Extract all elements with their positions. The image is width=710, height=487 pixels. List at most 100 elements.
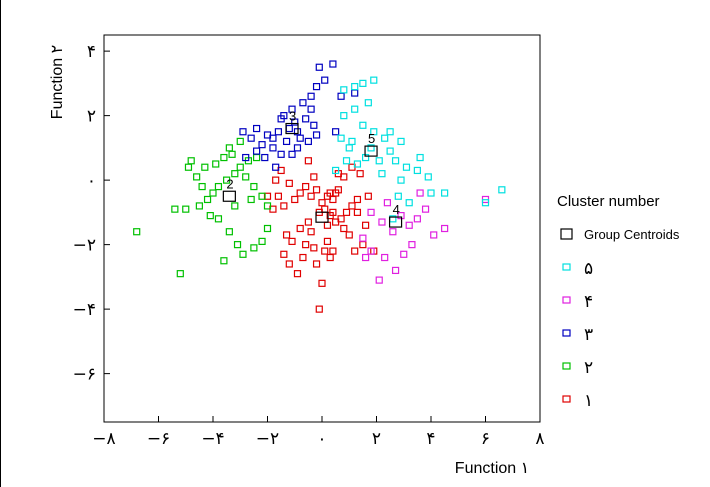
cluster-2-point (225, 228, 233, 236)
cluster-2-point (220, 257, 228, 265)
cluster-4-point (367, 247, 375, 255)
x-tick-label: −٨ (92, 429, 115, 449)
cluster-2-point (236, 163, 244, 171)
legend-marker-cluster-1 (562, 395, 571, 403)
cluster-3-point (307, 105, 315, 113)
cluster-5-point (427, 189, 435, 197)
cluster-1-point (285, 179, 293, 187)
cluster-5-point (397, 137, 405, 146)
cluster-3-point (329, 60, 337, 68)
cluster-1-point (282, 231, 291, 239)
legend-marker-cluster-5 (562, 263, 571, 271)
legend-title: Cluster number (557, 193, 660, 210)
cluster-3-point (288, 150, 296, 158)
cluster-4-point (378, 218, 386, 226)
y-tick-label: ٢ (87, 107, 96, 127)
y-tick-label: −۴ (73, 300, 96, 320)
cluster-3-point (282, 137, 291, 146)
x-tick-label: ۶ (481, 429, 490, 449)
cluster-3-point (337, 92, 345, 100)
legend-centroid-marker (560, 228, 573, 240)
cluster-2-point (250, 182, 258, 191)
cluster-3-point (307, 92, 315, 100)
cluster-4-point (362, 253, 370, 262)
cluster-3-point (239, 128, 247, 136)
cluster-5-point (413, 166, 421, 175)
cluster-5-point (397, 176, 405, 184)
cluster-2-point (263, 202, 272, 210)
cluster-3-point (315, 63, 323, 71)
cluster-4-point (381, 253, 389, 262)
cluster-4-point (405, 221, 413, 229)
cluster-3-point (242, 153, 250, 162)
legend-label-cluster-1: ١ (584, 391, 593, 411)
cluster-1-point (272, 176, 280, 184)
cluster-2-point (198, 182, 206, 191)
group-centroids: 2 3 4 5 (222, 109, 403, 228)
cluster-2-point (231, 202, 239, 210)
cluster-5-point (345, 144, 353, 152)
cluster-2-point (171, 205, 179, 213)
cluster-1-point (364, 192, 372, 200)
cluster-2-point (220, 153, 228, 162)
cluster-5-point (348, 137, 356, 146)
cluster-1-point (293, 270, 302, 278)
legend: Cluster number Group Centroids ۵ ۴ ٣ ٢ ١ (557, 193, 680, 411)
cluster-5-point (481, 199, 490, 207)
cluster-5-point (337, 134, 345, 142)
cluster-4-point (430, 231, 438, 239)
cluster-1-point (312, 260, 321, 268)
cluster-2-point (193, 173, 201, 181)
cluster-2-point (231, 170, 239, 178)
cluster-3-point (296, 134, 304, 142)
cluster-1-point (307, 228, 315, 236)
cluster-1-point (318, 279, 326, 287)
cluster-4-point (391, 266, 400, 275)
cluster-5-point (351, 105, 359, 113)
cluster-3-point (269, 144, 277, 152)
cluster-4-point (421, 205, 430, 213)
legend-label-cluster-2: ٢ (584, 358, 593, 378)
cluster-4-point (408, 241, 416, 249)
legend-entries: ۵ ۴ ٣ ٢ ١ (562, 259, 593, 411)
cluster-5-point (364, 99, 372, 107)
cluster-1-point (329, 208, 337, 216)
cluster-4-point (367, 208, 375, 216)
cluster-5-point (394, 192, 402, 200)
cluster-5-point (441, 189, 449, 197)
cluster-5-point (351, 82, 359, 91)
cluster-3-point (312, 131, 321, 139)
cluster-3-point (277, 115, 285, 123)
cluster-1-point (299, 253, 307, 262)
cluster-1-point (310, 244, 318, 252)
x-tick-label: ٢ (372, 429, 381, 449)
cluster-5-point (381, 134, 389, 142)
cluster-2-point (184, 163, 193, 171)
cluster-5-point (378, 170, 386, 178)
cluster-2-point (258, 237, 266, 245)
x-tick-label: −٢ (256, 429, 279, 449)
cluster-5-point (386, 147, 394, 155)
cluster-1-point (280, 202, 288, 210)
cluster-1-point (304, 157, 312, 165)
cluster-1-point (353, 195, 362, 204)
cluster-4-point (383, 199, 391, 207)
cluster-1-point (307, 192, 315, 200)
cluster-4-point (359, 234, 367, 242)
cluster-2-point (176, 270, 184, 278)
cluster-3-point (321, 76, 329, 84)
cluster-1-point (302, 241, 310, 249)
cluster-5-point (402, 163, 411, 171)
x-tick-label: ٠ (317, 429, 326, 449)
legend-label-cluster-4: ۴ (584, 292, 593, 312)
cluster-5-point (370, 76, 378, 84)
cluster-5-point (424, 173, 432, 181)
legend-marker-cluster-4 (562, 296, 571, 304)
centroid-cluster-4 (388, 216, 403, 228)
cluster-3-point (310, 121, 318, 129)
cluster-1-point (318, 199, 326, 207)
y-tick-label: ٠ (87, 171, 96, 191)
cluster-3-point (277, 150, 285, 158)
cluster-5-point (386, 128, 394, 136)
cluster-1-point (348, 202, 356, 210)
